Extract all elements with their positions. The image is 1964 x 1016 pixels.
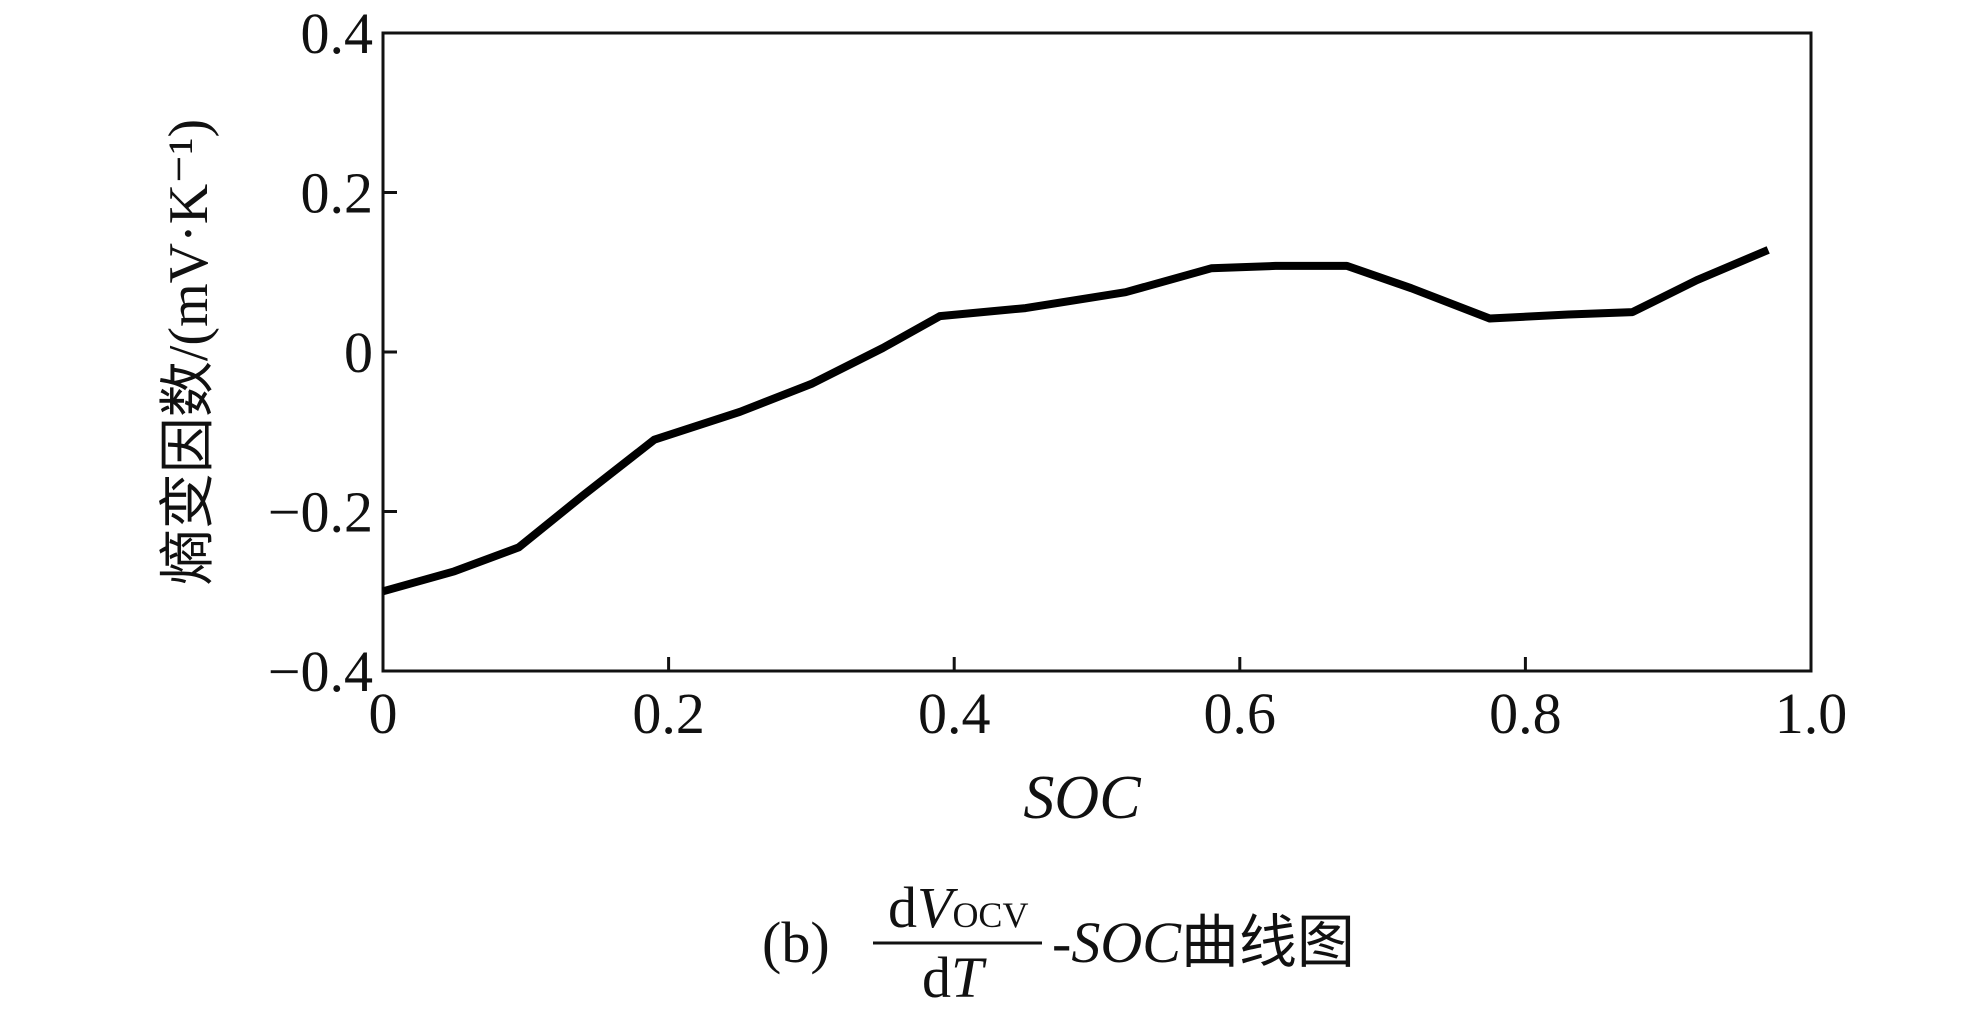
x-tick-label: 0.6 <box>1204 681 1277 746</box>
caption-fraction-denominator: dT <box>922 945 987 1010</box>
frac-den-d: d <box>922 945 951 1010</box>
frac-num-sub: OCV <box>952 895 1028 935</box>
y-ticks: 0.4 0.2 0 −0.2 −0.4 <box>268 1 397 704</box>
caption-soc: SOC <box>1071 910 1182 975</box>
x-tick-label: 0 <box>369 681 398 746</box>
x-tick-label: 0.2 <box>632 681 705 746</box>
x-ticks: 0 0.2 0.4 0.6 0.8 1.0 <box>369 657 1848 746</box>
caption-fraction-numerator: dVOCV <box>888 875 1028 940</box>
frac-num-d: d <box>888 875 917 940</box>
x-tick-label: 1.0 <box>1775 681 1848 746</box>
figure-caption: (b) dVOCV dT -SOC曲线图 <box>762 875 1355 1010</box>
series-line <box>381 246 1770 596</box>
x-tick-label: 0.8 <box>1489 681 1562 746</box>
y-tick-label: 0 <box>344 320 373 385</box>
plot-frame <box>381 31 1813 673</box>
y-axis-title: 熵变因数/(mV·K⁻¹) <box>158 119 220 585</box>
y-tick-label: 0.4 <box>301 1 374 66</box>
x-axis-title: SOC <box>1023 764 1141 832</box>
y-tick-label: −0.2 <box>268 480 373 545</box>
caption-text: 曲线图 <box>1181 910 1355 975</box>
caption-prefix: (b) <box>762 910 830 975</box>
series-layer <box>381 246 1770 596</box>
caption-dash: - <box>1052 910 1071 975</box>
y-tick-label: 0.2 <box>301 161 374 226</box>
frac-den-t: T <box>951 945 987 1010</box>
frac-num-v: V <box>917 875 959 940</box>
y-tick-label: −0.4 <box>268 639 373 704</box>
x-tick-label: 0.4 <box>918 681 991 746</box>
caption-suffix: -SOC曲线图 <box>1052 910 1355 975</box>
